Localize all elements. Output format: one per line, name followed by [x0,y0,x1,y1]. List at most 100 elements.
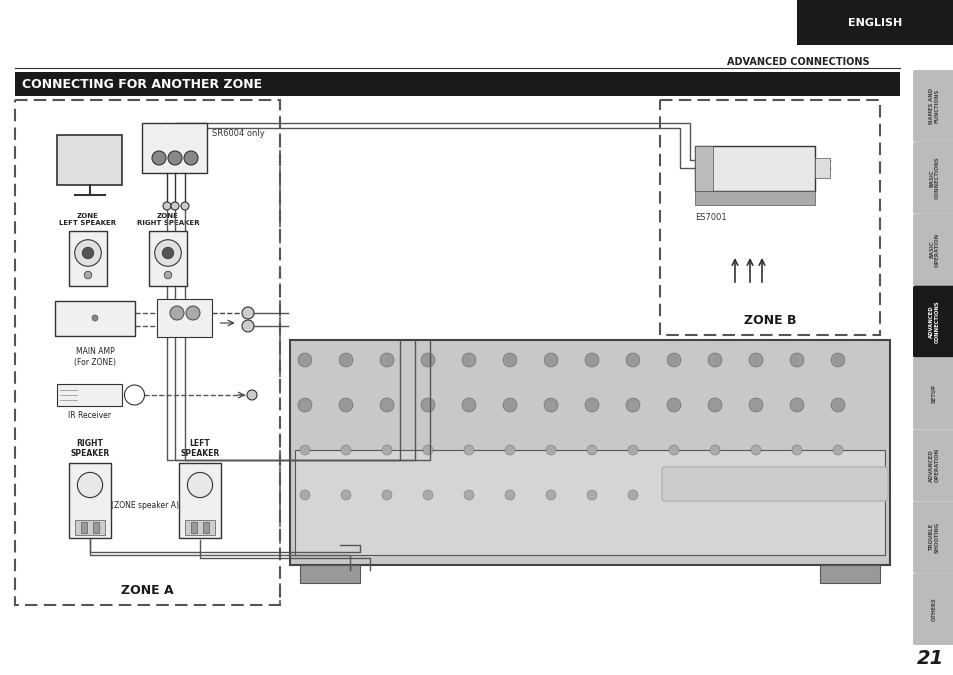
Circle shape [463,445,474,455]
Bar [142,123,208,173]
FancyBboxPatch shape [661,467,887,501]
Circle shape [171,202,179,210]
Circle shape [170,306,184,320]
Text: LEFT
SPEAKER: LEFT SPEAKER [180,439,219,458]
Circle shape [668,490,679,500]
Circle shape [164,271,172,279]
Circle shape [748,353,762,367]
Bar [15,72,899,96]
Circle shape [832,445,842,455]
Bar [57,384,122,406]
Bar [203,522,209,533]
Circle shape [422,490,433,500]
Circle shape [186,306,200,320]
Circle shape [461,353,476,367]
Circle shape [625,353,639,367]
Circle shape [791,490,801,500]
Text: ENGLISH: ENGLISH [847,18,902,28]
Circle shape [707,353,721,367]
Bar [92,522,99,533]
Circle shape [627,445,638,455]
Circle shape [668,445,679,455]
Bar [55,300,135,335]
Circle shape [791,445,801,455]
Text: BASIC
OPERATION: BASIC OPERATION [928,233,939,267]
Circle shape [91,315,98,321]
Text: ZONE
LEFT SPEAKER: ZONE LEFT SPEAKER [59,213,116,226]
Circle shape [420,353,435,367]
Bar [695,146,814,190]
Circle shape [545,490,556,500]
Circle shape [707,398,721,412]
Bar [81,522,87,533]
Circle shape [789,398,803,412]
FancyBboxPatch shape [912,214,953,286]
Circle shape [74,240,101,267]
Circle shape [422,445,433,455]
Circle shape [543,353,558,367]
Circle shape [748,398,762,412]
Text: ZONE B: ZONE B [743,314,796,327]
FancyBboxPatch shape [912,286,953,358]
FancyBboxPatch shape [912,142,953,214]
Text: (ZONE speaker A): (ZONE speaker A) [111,500,179,510]
FancyBboxPatch shape [912,429,953,502]
Bar [15,100,280,605]
Text: BASIC
CONNECTIONS: BASIC CONNECTIONS [928,157,939,199]
Bar [294,450,884,555]
FancyBboxPatch shape [912,573,953,645]
Text: ZONE
RIGHT SPEAKER: ZONE RIGHT SPEAKER [136,213,199,226]
Circle shape [187,472,213,497]
Text: CONNECTING FOR ANOTHER ZONE: CONNECTING FOR ANOTHER ZONE [22,78,262,90]
Circle shape [627,490,638,500]
Circle shape [84,271,91,279]
Circle shape [338,353,353,367]
Circle shape [82,247,93,259]
Circle shape [184,151,198,165]
Circle shape [830,398,844,412]
Circle shape [381,445,392,455]
Circle shape [584,398,598,412]
Text: 21: 21 [916,649,943,668]
Circle shape [125,385,144,405]
Text: OTHERS: OTHERS [931,597,936,621]
Bar [290,340,889,565]
Bar [814,158,829,178]
Circle shape [242,307,253,319]
FancyBboxPatch shape [912,502,953,573]
Bar [695,146,712,190]
Bar [157,299,213,337]
Text: TROUBLE
SHOOTING: TROUBLE SHOOTING [928,522,939,553]
Circle shape [461,398,476,412]
Text: ES7001: ES7001 [695,213,726,221]
Bar [185,520,214,535]
Circle shape [502,398,517,412]
Bar [820,565,879,583]
Text: ADVANCED
OPERATION: ADVANCED OPERATION [928,448,939,483]
Text: SR6004 only: SR6004 only [213,128,265,138]
Circle shape [379,398,394,412]
Circle shape [545,445,556,455]
Text: Notes: Notes [677,479,704,489]
Circle shape [162,247,173,259]
Text: RIGHT
SPEAKER: RIGHT SPEAKER [71,439,110,458]
Circle shape [242,320,253,332]
Bar [69,230,107,286]
Text: NAMES AND
FUNCTIONS: NAMES AND FUNCTIONS [928,88,939,124]
Circle shape [625,398,639,412]
Circle shape [340,490,351,500]
Circle shape [584,353,598,367]
Circle shape [152,151,166,165]
Circle shape [504,490,515,500]
Bar [149,230,187,286]
Circle shape [297,353,312,367]
Circle shape [543,398,558,412]
Bar [695,190,814,205]
Circle shape [379,353,394,367]
Circle shape [789,353,803,367]
Bar [57,135,122,185]
Circle shape [666,353,680,367]
Text: IR Receiver: IR Receiver [69,411,112,420]
Circle shape [586,445,597,455]
Circle shape [299,445,310,455]
